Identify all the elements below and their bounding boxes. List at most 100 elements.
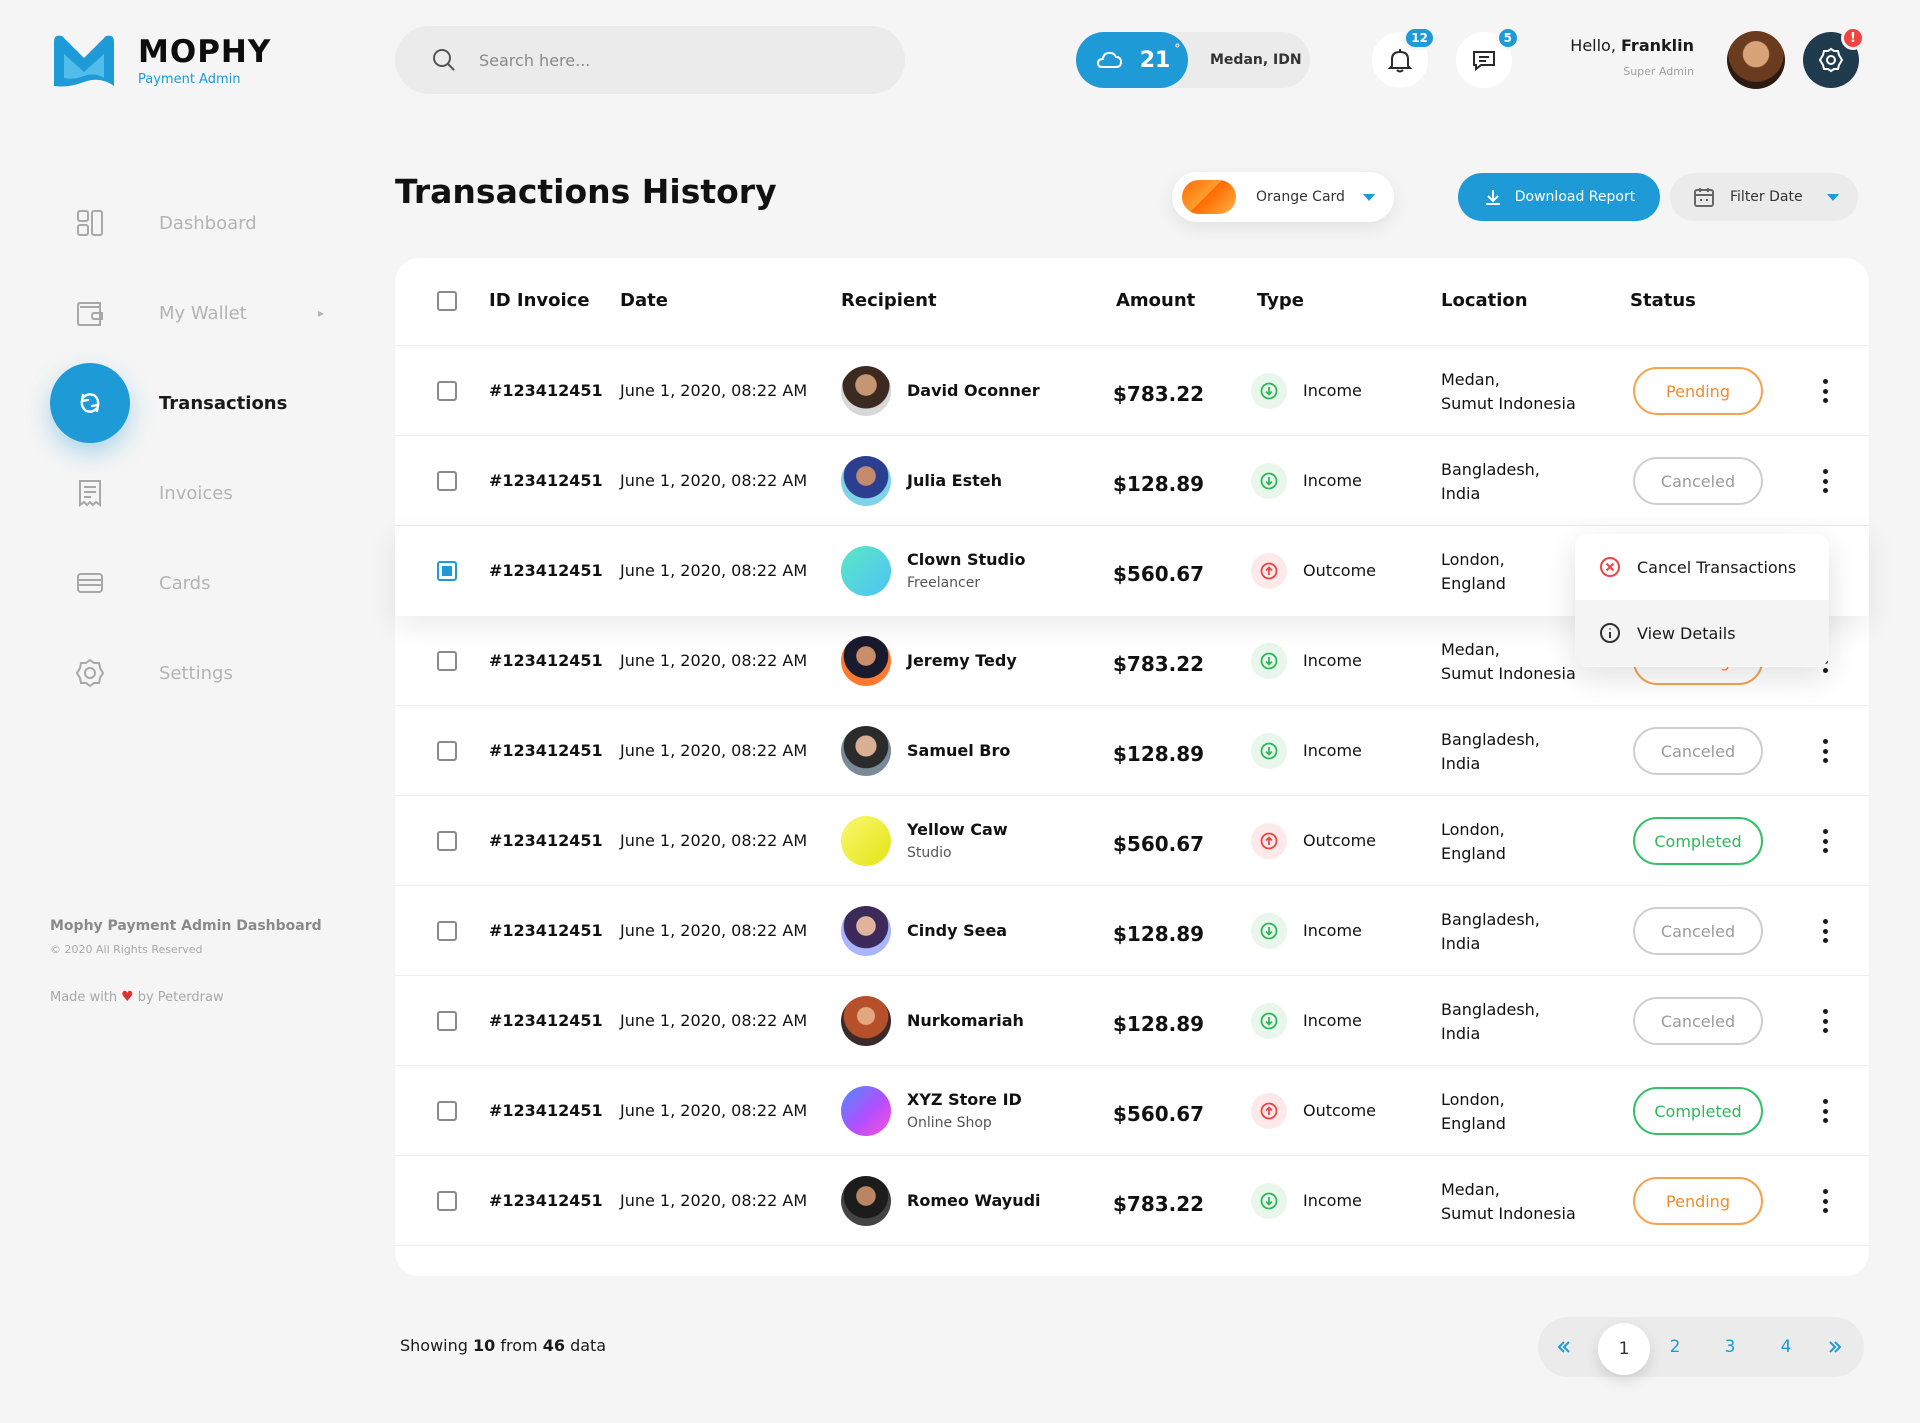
notifications-button[interactable]: 12 [1372, 26, 1436, 88]
recipient-name[interactable]: David Oconner [907, 381, 1040, 400]
recipient-name[interactable]: Yellow Caw [907, 820, 1008, 839]
recipient-name[interactable]: Samuel Bro [907, 741, 1011, 760]
view-details-menu-item[interactable]: View Details [1575, 600, 1829, 666]
brand-logo[interactable]: MOPHY Payment Admin [50, 32, 271, 90]
brand-title: MOPHY [138, 34, 272, 70]
first-page-button[interactable] [1538, 1317, 1590, 1377]
search-icon[interactable] [431, 47, 457, 73]
recipient-name[interactable]: Julia Esteh [907, 471, 1003, 490]
recipient-name[interactable]: Nurkomariah [907, 1011, 1024, 1030]
status-badge-canceled: Canceled [1633, 727, 1763, 775]
sidebar-item-transactions[interactable]: Transactions [50, 363, 287, 443]
table-row[interactable]: #123412451 June 1, 2020, 08:22 AM Romeo Wa… [395, 1156, 1869, 1246]
column-header-location[interactable]: Location [1441, 290, 1528, 311]
outcome-arrow-icon [1251, 553, 1287, 589]
more-options-icon[interactable] [1819, 1006, 1831, 1036]
row-checkbox[interactable] [437, 921, 457, 941]
row-checkbox[interactable] [437, 561, 457, 581]
column-header-type[interactable]: Type [1257, 290, 1304, 311]
more-options-icon[interactable] [1819, 826, 1831, 856]
sidebar-item-label: Settings [159, 662, 233, 684]
row-checkbox[interactable] [437, 651, 457, 671]
column-header-status[interactable]: Status [1630, 290, 1696, 311]
showing-count-text: Showing 10 from 46 data [400, 1336, 607, 1355]
recipient-name[interactable]: Jeremy Tedy [907, 651, 1017, 670]
table-row[interactable]: #123412451 June 1, 2020, 08:22 AM Samuel B… [395, 706, 1869, 796]
download-report-button[interactable]: Download Report [1458, 173, 1660, 221]
sidebar-item-dashboard[interactable]: Dashboard [50, 183, 287, 263]
column-header-amount[interactable]: Amount [1116, 290, 1196, 311]
table-row[interactable]: #123412451 June 1, 2020, 08:22 AM Nurkomar… [395, 976, 1869, 1066]
row-checkbox[interactable] [437, 471, 457, 491]
notifications-badge: 12 [1403, 26, 1436, 50]
more-options-icon[interactable] [1819, 1186, 1831, 1216]
card-select-dropdown[interactable]: Orange Card [1172, 172, 1394, 222]
recipient-avatar [841, 1086, 891, 1136]
recipient-avatar [841, 456, 891, 506]
row-checkbox[interactable] [437, 831, 457, 851]
messages-button[interactable]: 5 [1456, 26, 1520, 88]
transaction-type: Income [1303, 471, 1362, 490]
more-options-icon[interactable] [1819, 916, 1831, 946]
sidebar-item-label: Dashboard [159, 212, 257, 234]
page-3-button[interactable]: 3 [1724, 1337, 1736, 1357]
table-row[interactable]: #123412451 June 1, 2020, 08:22 AM Cindy Se… [395, 886, 1869, 976]
settings-button[interactable]: ! [1803, 26, 1865, 88]
recipient-name[interactable]: Cindy Seea [907, 921, 1008, 940]
more-options-icon[interactable] [1819, 466, 1831, 496]
income-arrow-icon [1251, 463, 1287, 499]
filter-date-button[interactable]: Filter Date [1670, 173, 1858, 221]
table-row[interactable]: #123412451 June 1, 2020, 08:22 AM XYZ Stor… [395, 1066, 1869, 1156]
more-options-icon[interactable] [1819, 736, 1831, 766]
weather-chip: 21 ° [1076, 32, 1188, 88]
transaction-date: June 1, 2020, 08:22 AM [620, 381, 808, 400]
footer-credits: Made with ♥ by Peterdraw [50, 989, 322, 1005]
status-badge-canceled: Canceled [1633, 907, 1763, 955]
download-report-label: Download Report [1514, 189, 1636, 205]
column-header-date[interactable]: Date [620, 290, 668, 311]
recipient-name[interactable]: XYZ Store ID [907, 1090, 1022, 1109]
transaction-type: Outcome [1303, 831, 1377, 850]
row-checkbox[interactable] [437, 741, 457, 761]
page-1-button[interactable]: 1 [1598, 1323, 1650, 1375]
cancel-transaction-label: Cancel Transactions [1637, 557, 1797, 577]
filter-date-label: Filter Date [1730, 189, 1803, 205]
select-all-checkbox[interactable] [437, 291, 457, 311]
table-row[interactable]: #123412451 June 1, 2020, 08:22 AM David Oc… [395, 346, 1869, 436]
more-options-icon[interactable] [1819, 1096, 1831, 1126]
row-checkbox[interactable] [437, 1191, 457, 1211]
page-4-button[interactable]: 4 [1780, 1337, 1792, 1357]
transactions-icon [80, 393, 100, 413]
table-row[interactable]: #123412451 June 1, 2020, 08:22 AM Yellow C… [395, 796, 1869, 886]
table-row[interactable]: #123412451 June 1, 2020, 08:22 AM Julia Es… [395, 436, 1869, 526]
row-checkbox[interactable] [437, 1011, 457, 1031]
weather-city: Medan, IDN [1210, 52, 1302, 68]
transaction-amount: $783.22 [1113, 1192, 1205, 1216]
column-header-recipient[interactable]: Recipient [841, 290, 937, 311]
row-checkbox[interactable] [437, 381, 457, 401]
last-page-button[interactable] [1810, 1317, 1860, 1377]
transaction-date: June 1, 2020, 08:22 AM [620, 741, 808, 760]
recipient-name[interactable]: Clown Studio [907, 550, 1026, 569]
cancel-transaction-menu-item[interactable]: Cancel Transactions [1575, 534, 1829, 600]
sidebar-item-my-wallet[interactable]: My Wallet ▸ [50, 273, 324, 353]
weather-widget[interactable]: 21 ° Medan, IDN [1076, 32, 1310, 88]
row-checkbox[interactable] [437, 1101, 457, 1121]
page-2-button[interactable]: 2 [1669, 1337, 1681, 1357]
column-header-id[interactable]: ID Invoice [489, 290, 590, 311]
recipient-name[interactable]: Romeo Wayudi [907, 1191, 1041, 1210]
sidebar-nav: Dashboard My Wallet ▸ Transactions Invoi… [50, 183, 324, 723]
outcome-arrow-icon [1251, 823, 1287, 859]
transaction-location: London, England [1441, 550, 1506, 593]
transaction-date: June 1, 2020, 08:22 AM [620, 561, 808, 580]
user-avatar[interactable] [1727, 31, 1785, 89]
search-input[interactable] [479, 50, 859, 70]
sidebar-item-invoices[interactable]: Invoices [50, 453, 287, 533]
income-arrow-icon [1251, 913, 1287, 949]
sidebar-item-cards[interactable]: Cards [50, 543, 287, 623]
income-arrow-icon [1251, 1183, 1287, 1219]
calendar-icon [1694, 188, 1714, 207]
more-options-icon[interactable] [1819, 376, 1831, 406]
transaction-date: June 1, 2020, 08:22 AM [620, 1101, 808, 1120]
sidebar-item-settings[interactable]: Settings [50, 633, 287, 713]
